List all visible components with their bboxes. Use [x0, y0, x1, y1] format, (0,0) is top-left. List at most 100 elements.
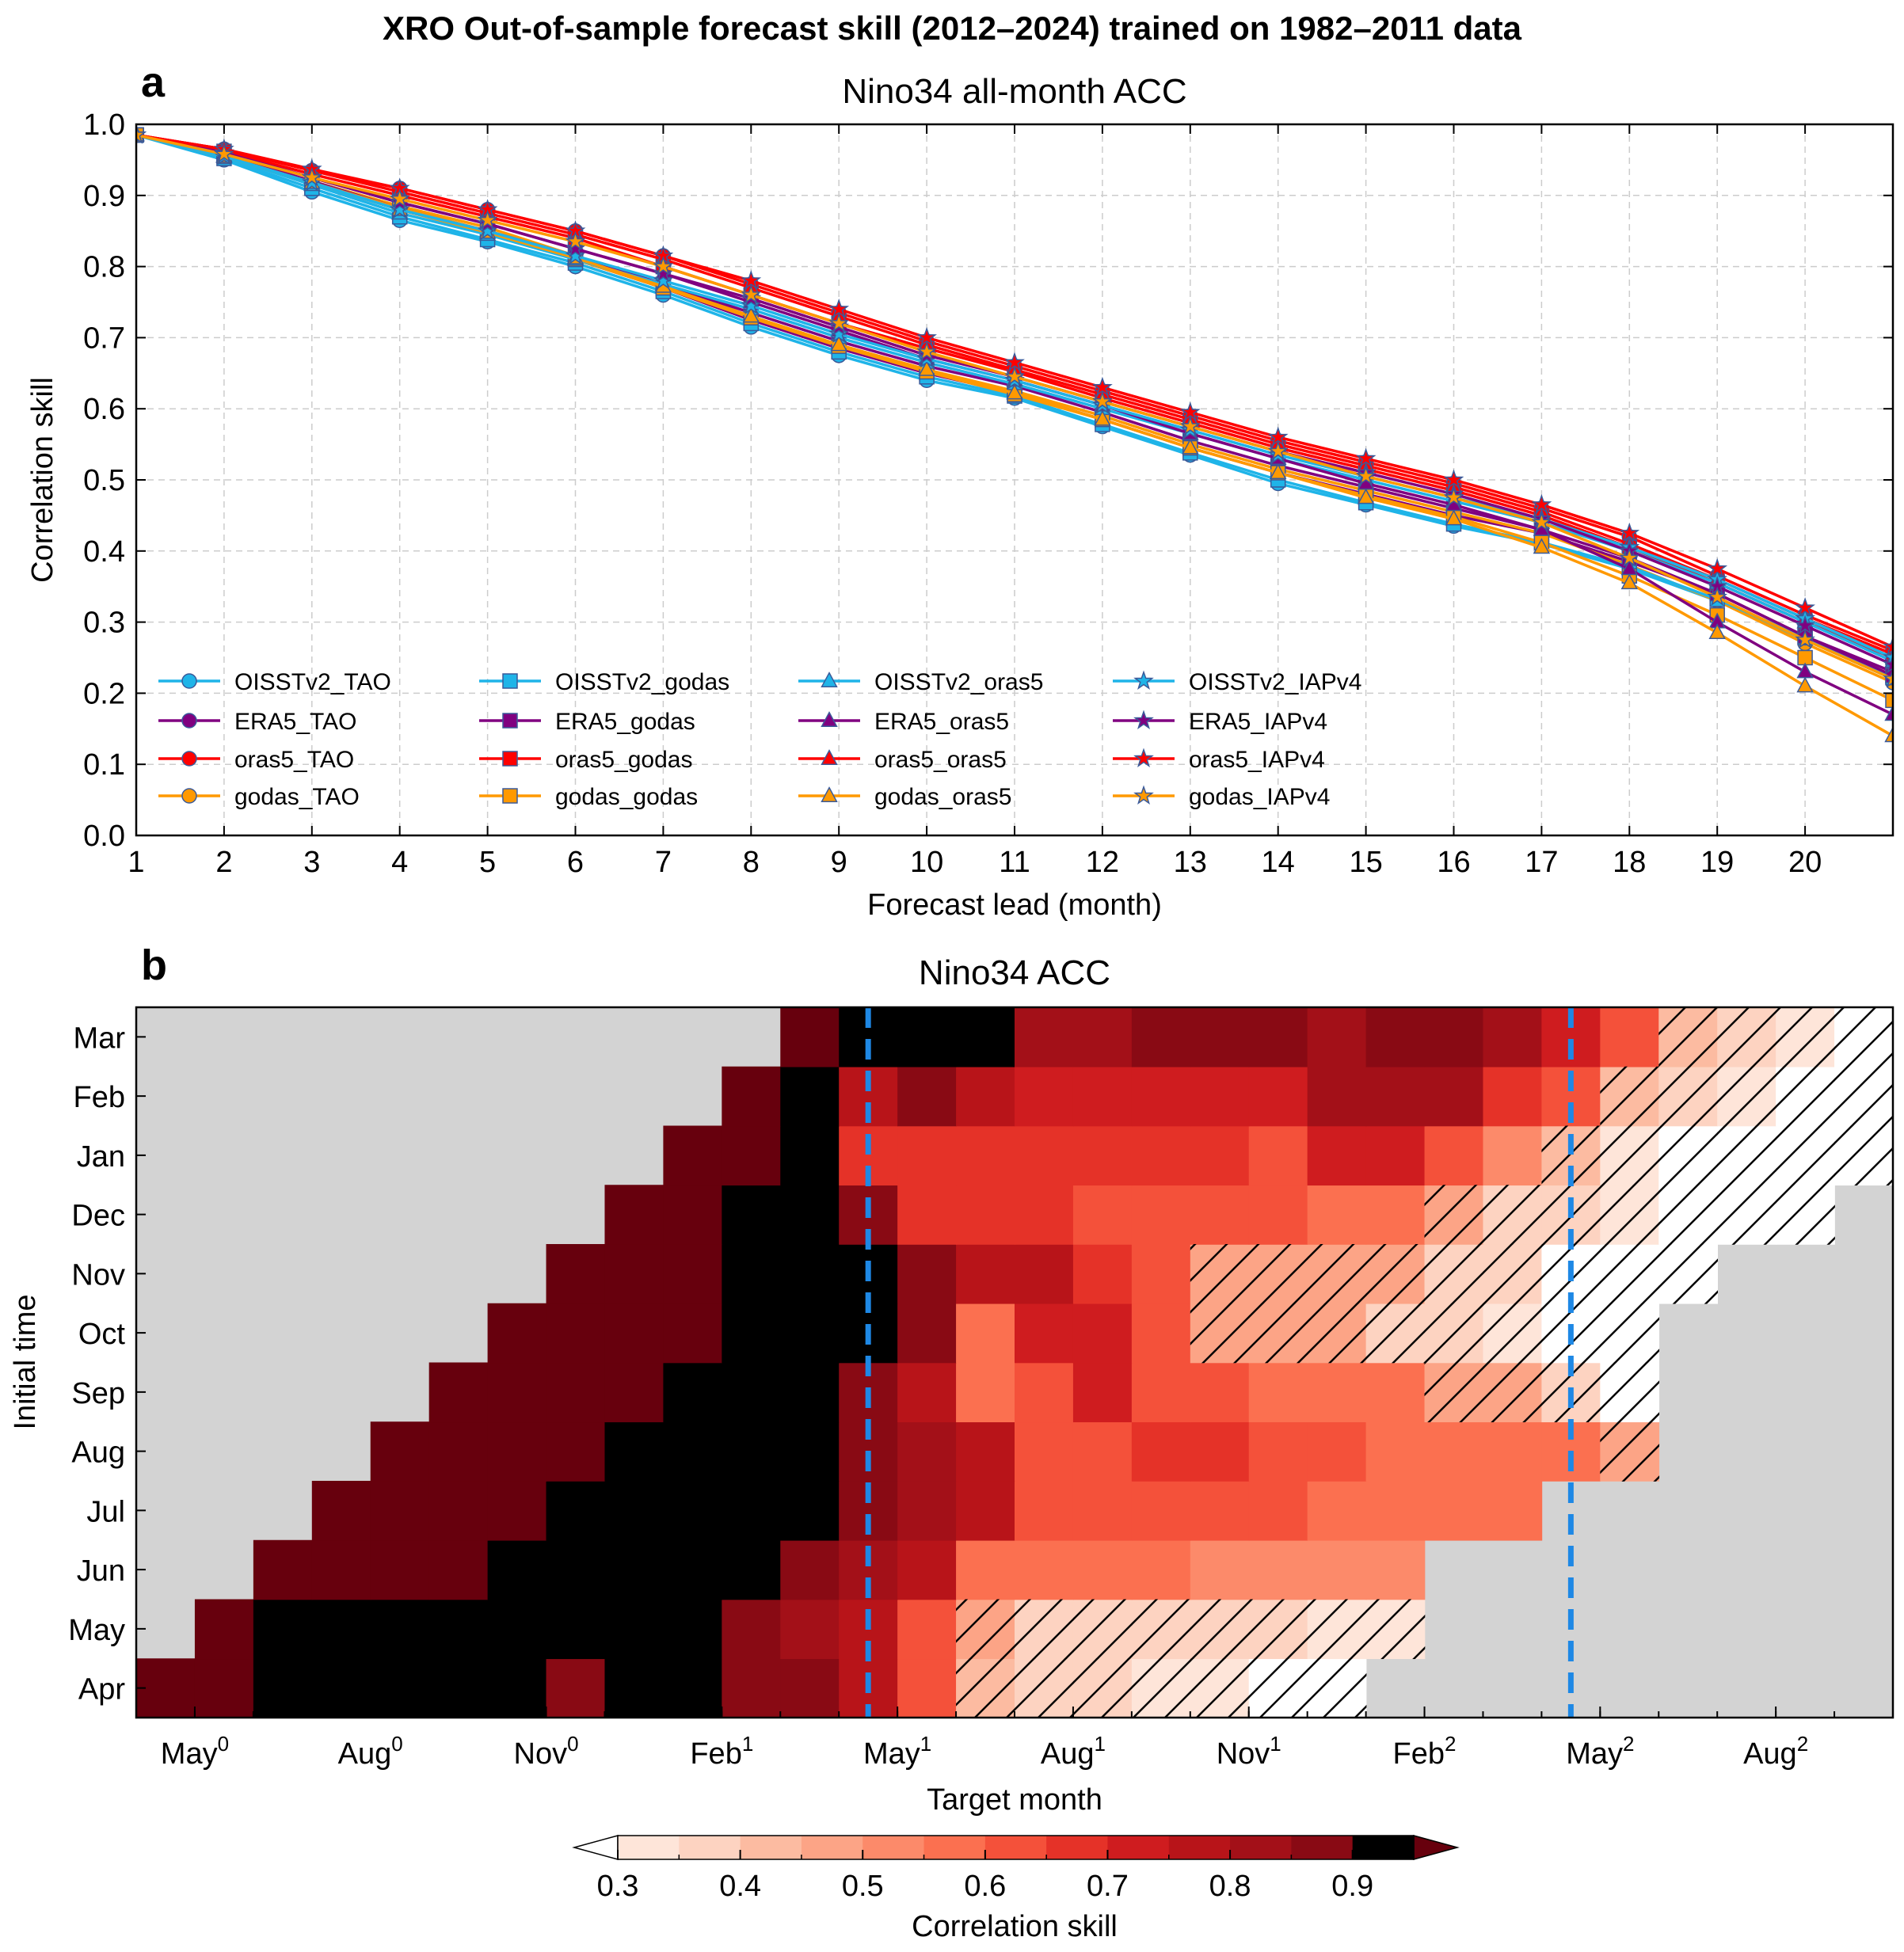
data-point-godas_oras5: [1006, 383, 1023, 400]
heatmap-cell: [1015, 1125, 1074, 1186]
heatmap-cell: [1483, 1421, 1543, 1482]
heatmap-cell: [897, 1362, 957, 1423]
hatch-cell: [1190, 1658, 1250, 1718]
legend-label: godas_TAO: [234, 784, 360, 810]
heatmap-cell: [487, 1421, 547, 1482]
heatmap-cell: [1015, 1244, 1074, 1304]
x-tick-label: 5: [479, 846, 496, 879]
heatmap-cell: [1307, 1066, 1367, 1127]
legend-item: OISSTv2_IAPv4: [1113, 669, 1361, 695]
colorbar-tick-label: 0.8: [1209, 1870, 1251, 1903]
legend-item: oras5_IAPv4: [1113, 747, 1325, 773]
hatch-cell: [1600, 1421, 1660, 1482]
legend-marker: [1133, 710, 1154, 729]
data-point-godas_IAPv4: [1795, 629, 1815, 649]
data-point-godas_IAPv4: [1443, 486, 1464, 507]
hatch-cell: [1717, 1007, 1776, 1067]
heatmap-cell: [1190, 1185, 1250, 1245]
heatmap-cell: [663, 1185, 723, 1245]
data-point-ERA5_IAPv4: [653, 263, 674, 283]
heatmap-cell: [136, 1658, 196, 1718]
legend-label: oras5_TAO: [234, 747, 354, 773]
hatch-cell: [1131, 1658, 1191, 1718]
heatmap-cell: [1365, 1421, 1426, 1482]
hatch-cell: [1717, 1125, 1776, 1186]
data-point-godas_IAPv4: [565, 230, 586, 251]
panel-a-series: [136, 124, 1893, 743]
heatmap-cell: [487, 1539, 547, 1600]
legend-marker: [821, 749, 838, 765]
panel-b-ylabel: Initial time: [9, 1294, 42, 1429]
data-point-godas_IAPv4: [653, 256, 674, 276]
heatmap-cell: [1600, 1007, 1660, 1067]
heatmap-cell: [546, 1481, 606, 1541]
heatmap-cell: [487, 1599, 547, 1660]
heatmap-cell: [194, 1599, 254, 1660]
legend-label: OISSTv2_TAO: [234, 669, 391, 695]
legend-marker: [1133, 748, 1154, 767]
x-tick-label: Aug2: [1743, 1732, 1808, 1771]
data-point-godas_oras5: [1620, 573, 1639, 590]
heatmap-cell: [604, 1599, 664, 1660]
legend-label: OISSTv2_godas: [555, 669, 729, 695]
hatch-cell: [1717, 1066, 1776, 1127]
y-tick-label: 0.5: [83, 464, 125, 497]
heatmap-cell: [1424, 1481, 1484, 1541]
panel-b-xlabel: Target month: [927, 1783, 1102, 1817]
heatmap-cell: [1365, 1185, 1426, 1245]
heatmap-cell: [780, 1421, 840, 1482]
heatmap-cell: [1248, 1362, 1308, 1423]
heatmap-cell: [1131, 1185, 1191, 1245]
hatch-cell: [1776, 1066, 1835, 1127]
heatmap-cell: [1015, 1066, 1074, 1127]
x-tick-label: May1: [863, 1732, 931, 1771]
x-tick-label: 3: [303, 846, 320, 879]
colorbar-over-triangle: [1413, 1835, 1460, 1860]
heatmap-cell: [1072, 1007, 1133, 1067]
data-point-OISSTv2_IAPv4: [565, 245, 586, 265]
heatmap-cell: [897, 1658, 957, 1718]
x-tick-label: 7: [655, 846, 672, 879]
heatmap-cell: [780, 1539, 840, 1600]
y-tick-label: 0.0: [83, 820, 125, 853]
heatmap-cell: [1072, 1421, 1133, 1482]
heatmap-cell: [722, 1185, 782, 1245]
heatmap-cell: [1307, 1185, 1367, 1245]
heatmap-cell: [487, 1481, 547, 1541]
heatmap-cell: [663, 1539, 723, 1600]
heatmap-cell: [546, 1362, 606, 1423]
colorbar-segment: [1046, 1836, 1109, 1859]
data-point-godas_IAPv4: [477, 209, 498, 230]
hatch-cell: [1424, 1185, 1484, 1245]
heatmap-cell: [780, 1007, 840, 1067]
heatmap-cell: [604, 1303, 664, 1364]
heatmap-cell: [722, 1599, 782, 1660]
legend-label: oras5_oras5: [874, 747, 1007, 773]
hatch-cell: [1307, 1599, 1367, 1660]
data-point-godas_IAPv4: [1355, 465, 1377, 485]
panel-a: a Nino34 all-month ACC 1 2 3 4 5 6 7 8 9 10 11 12 13…: [26, 59, 1894, 922]
colorbar-segment: [801, 1836, 863, 1859]
x-tick-label: 12: [1086, 846, 1119, 879]
heatmap-cell: [604, 1658, 664, 1718]
data-point-godas_oras5: [1357, 488, 1375, 504]
data-point-godas_godas: [1885, 692, 1893, 709]
hatch-cell: [1307, 1658, 1367, 1718]
data-point-godas_IAPv4: [1883, 668, 1893, 688]
data-point-godas_IAPv4: [389, 188, 410, 208]
x-tick-label: 11: [999, 846, 1030, 879]
hatch-cell: [1658, 1007, 1718, 1067]
heatmap-cell: [956, 1421, 1015, 1482]
heatmap-cell: [956, 1303, 1015, 1364]
y-tick-label: Sep: [71, 1377, 125, 1410]
heatmap-cell: [1015, 1539, 1074, 1600]
heatmap-cell: [663, 1421, 723, 1482]
data-point-godas_IAPv4: [214, 143, 234, 163]
hatch-cell: [1072, 1658, 1133, 1718]
y-tick-label: Mar: [74, 1022, 126, 1055]
y-tick-label: Oct: [78, 1318, 126, 1351]
heatmap-cell: [663, 1362, 723, 1423]
heatmap-cell: [780, 1066, 840, 1127]
legend-marker: [181, 713, 197, 729]
heatmap-cell: [780, 1185, 840, 1245]
